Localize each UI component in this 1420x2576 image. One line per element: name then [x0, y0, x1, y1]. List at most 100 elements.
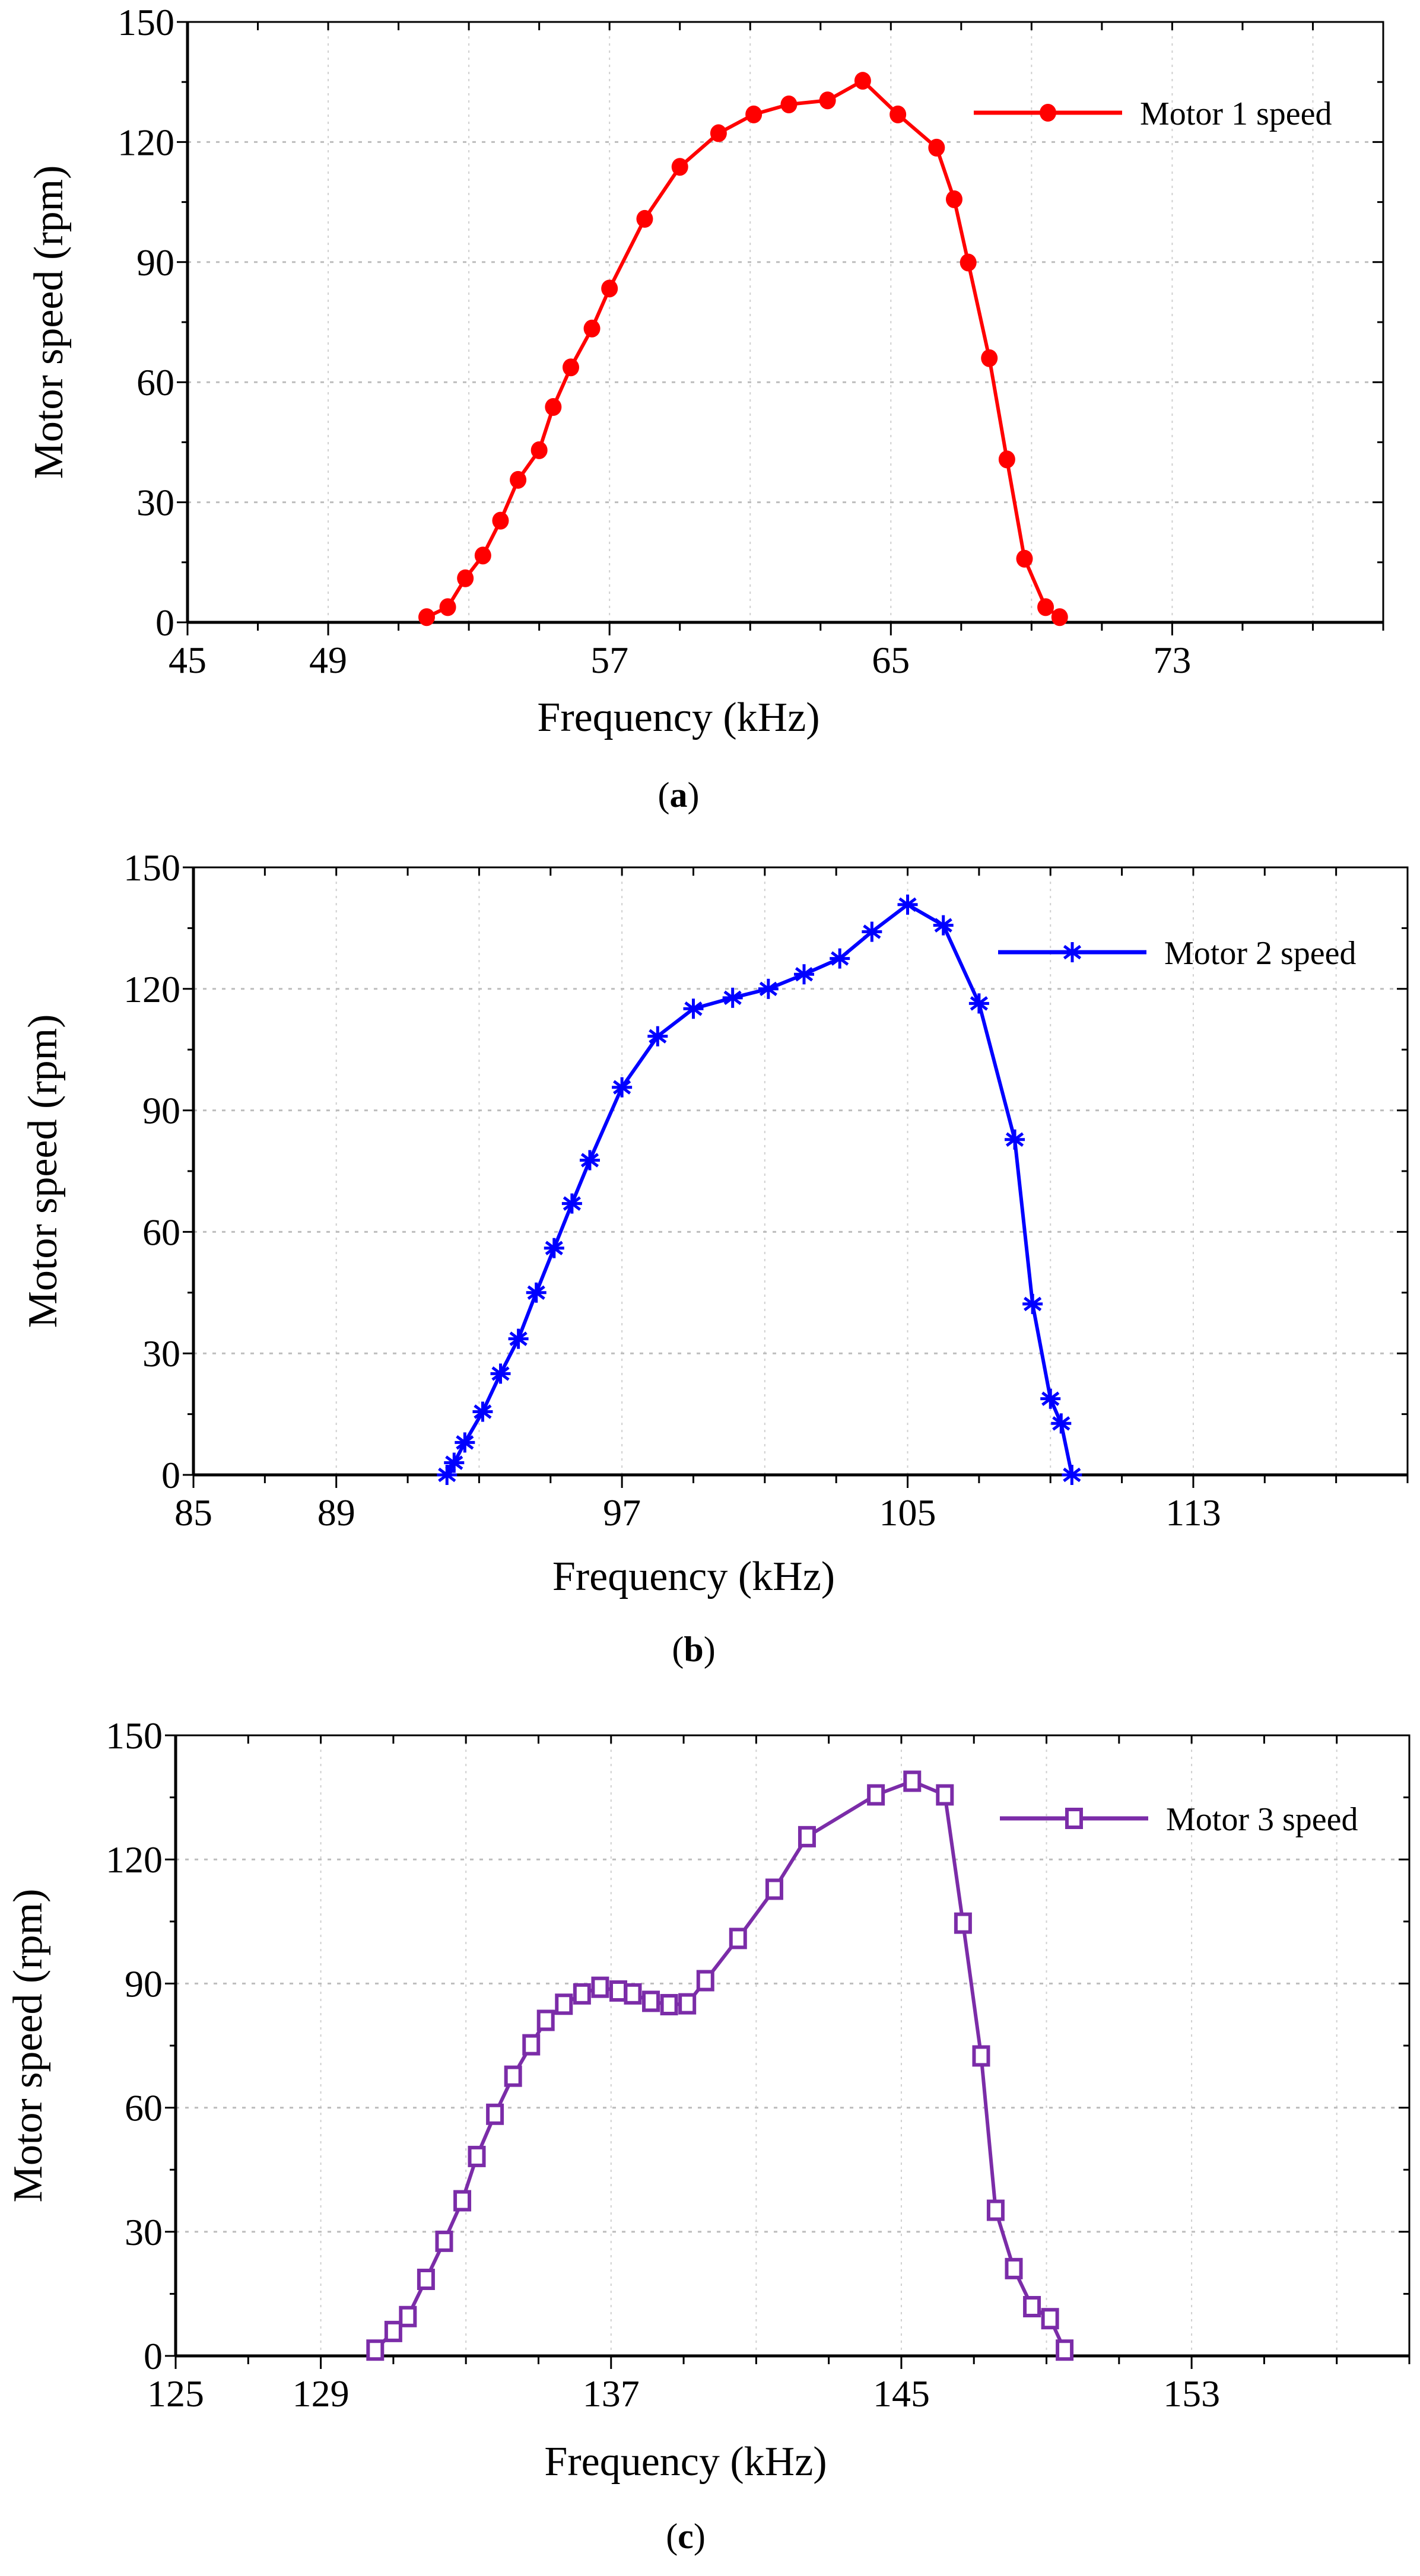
- data-point: [954, 1912, 972, 1934]
- x-axis-title: Frequency (kHz): [544, 2439, 827, 2485]
- caption-open-paren: (: [658, 775, 670, 815]
- chart-panel-c: 125 129 137 145 153 0 30 60 90 120 150 Frequency (k…: [5, 1715, 1411, 2556]
- data-point: [780, 95, 798, 113]
- data-point: [986, 2199, 1005, 2221]
- data-point: [612, 1077, 633, 1098]
- figure-caption: (a): [658, 775, 700, 815]
- data-point: [526, 1282, 547, 1303]
- data-point: [936, 1784, 954, 1806]
- data-point: [798, 1826, 816, 1847]
- x-tick-label: 45: [169, 639, 207, 681]
- data-point: [745, 105, 763, 123]
- legend-marker: [1065, 1808, 1083, 1829]
- data-point: [729, 1928, 747, 1950]
- data-point: [890, 105, 907, 123]
- y-tick-label: 60: [136, 361, 174, 403]
- chart-panel-a: 45 49 57 65 73 0 30 60 90 120 150 Frequency (kHz) Mo…: [26, 1, 1384, 815]
- y-tick-label: 150: [117, 1, 174, 43]
- legend-marker: [1062, 942, 1082, 962]
- legend-marker: [1040, 104, 1056, 122]
- data-point: [504, 2065, 522, 2087]
- caption-open-paren: (: [666, 2517, 678, 2556]
- data-point: [1062, 1465, 1082, 1485]
- y-tick-label: 60: [142, 1211, 180, 1253]
- data-point: [573, 1983, 591, 2005]
- legend-label: Motor 3 speed: [1166, 1801, 1358, 1838]
- x-tick-label: 145: [873, 2373, 930, 2415]
- data-point: [867, 1784, 885, 1806]
- data-point: [583, 319, 601, 338]
- y-tick-label: 30: [125, 2211, 163, 2253]
- data-point: [903, 1770, 922, 1792]
- series-line-1: [425, 79, 1061, 619]
- series-line-3: [374, 1779, 1066, 2352]
- y-tick-label: 120: [123, 968, 180, 1010]
- data-point: [536, 2009, 555, 2031]
- x-axis-title: Frequency (kHz): [537, 695, 819, 740]
- data-point: [1023, 2296, 1041, 2318]
- y-tick-label: 150: [106, 1715, 163, 1757]
- data-point: [561, 1193, 582, 1214]
- data-point: [1005, 2257, 1023, 2279]
- y-tick-label: 90: [125, 1963, 163, 2005]
- y-tick-label: 120: [106, 1839, 163, 1881]
- data-point: [399, 2305, 417, 2327]
- data-point: [508, 1328, 529, 1349]
- y-tick-label: 30: [142, 1332, 180, 1375]
- data-point: [522, 2034, 541, 2056]
- data-point: [435, 2230, 453, 2252]
- data-point: [642, 1990, 660, 2012]
- data-point: [555, 1993, 573, 2015]
- caption-close-paren: ): [704, 1630, 716, 1669]
- data-point: [830, 948, 850, 969]
- x-tick-label: 65: [872, 639, 910, 681]
- data-point: [696, 1970, 714, 1992]
- figure-caption: (c): [666, 2517, 706, 2556]
- x-tick-label: 129: [293, 2373, 350, 2415]
- data-point: [439, 598, 456, 616]
- legend: Motor 2 speed: [998, 935, 1357, 972]
- data-point: [862, 921, 882, 942]
- data-point: [722, 987, 743, 1008]
- data-point: [455, 1432, 475, 1453]
- data-point: [1016, 549, 1033, 568]
- data-point: [660, 1993, 678, 2015]
- x-tick-label: 125: [147, 2373, 204, 2415]
- data-point: [1022, 1293, 1043, 1314]
- data-point: [1051, 1413, 1072, 1434]
- legend: Motor 3 speed: [1000, 1801, 1358, 1838]
- data-point: [472, 1401, 493, 1422]
- caption-close-paren: ): [694, 2517, 706, 2556]
- x-tick-label: 57: [590, 639, 628, 681]
- data-point: [678, 1993, 697, 2015]
- data-point: [1051, 608, 1068, 626]
- data-point: [897, 894, 918, 915]
- data-point: [486, 2103, 504, 2125]
- data-point: [683, 998, 704, 1019]
- x-tick-label: 85: [174, 1491, 212, 1534]
- legend: Motor 1 speed: [974, 96, 1332, 132]
- caption-close-paren: ): [688, 775, 700, 815]
- y-tick-label: 60: [125, 2087, 163, 2129]
- data-point: [928, 138, 945, 157]
- data-point: [972, 2045, 990, 2067]
- data-point: [609, 1980, 627, 2002]
- series-line-2: [445, 902, 1074, 1476]
- data-point: [591, 1976, 609, 1998]
- y-tick-label: 0: [161, 1454, 180, 1496]
- y-tick-label: 0: [155, 602, 174, 644]
- data-point: [624, 1983, 642, 2005]
- data-point: [418, 608, 435, 626]
- data-point: [417, 2268, 435, 2290]
- chart-panel-b: 85 89 97 105 113 0 30 60 90 120 150 Frequency (kHz)…: [20, 847, 1409, 1669]
- data-point: [366, 2339, 385, 2361]
- y-tick-label: 0: [144, 2335, 163, 2377]
- data-point: [545, 398, 562, 416]
- data-point: [854, 72, 871, 90]
- data-point: [981, 349, 998, 367]
- x-tick-label: 137: [583, 2373, 640, 2415]
- data-point: [492, 511, 509, 530]
- data-point: [544, 1238, 564, 1258]
- data-point: [453, 2190, 472, 2212]
